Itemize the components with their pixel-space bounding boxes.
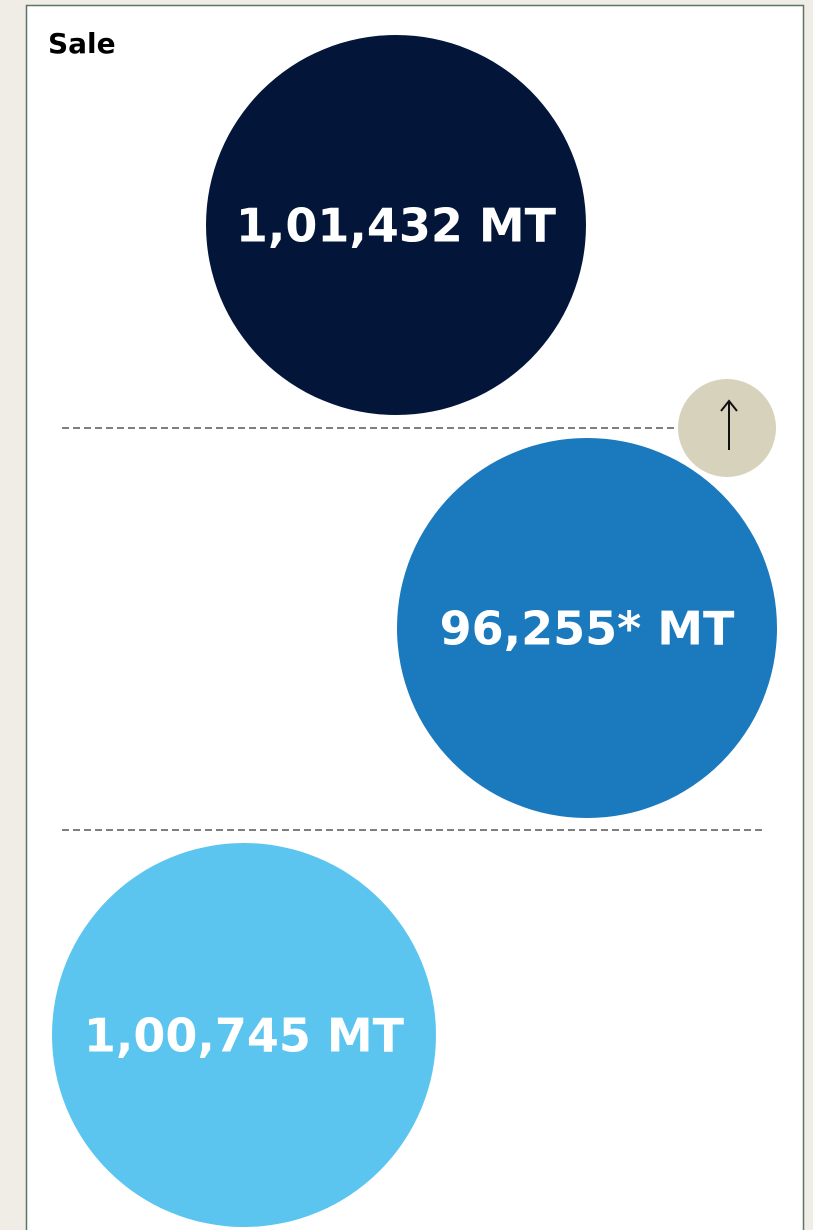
value-bubble: [397, 438, 777, 818]
up-arrow-icon: [720, 399, 738, 450]
value-label: 1,00,745 MT: [84, 1009, 405, 1063]
value-label: 96,255* MT: [440, 602, 735, 656]
card-title: Sale: [48, 27, 116, 60]
value-bubble: [206, 35, 586, 415]
items: 1,01,432 MT 96,255* MT 1,00,745 MT: [52, 35, 777, 1227]
trend-badge: [678, 379, 776, 477]
value-bubble: [52, 843, 436, 1227]
value-label: 1,01,432 MT: [236, 199, 557, 253]
